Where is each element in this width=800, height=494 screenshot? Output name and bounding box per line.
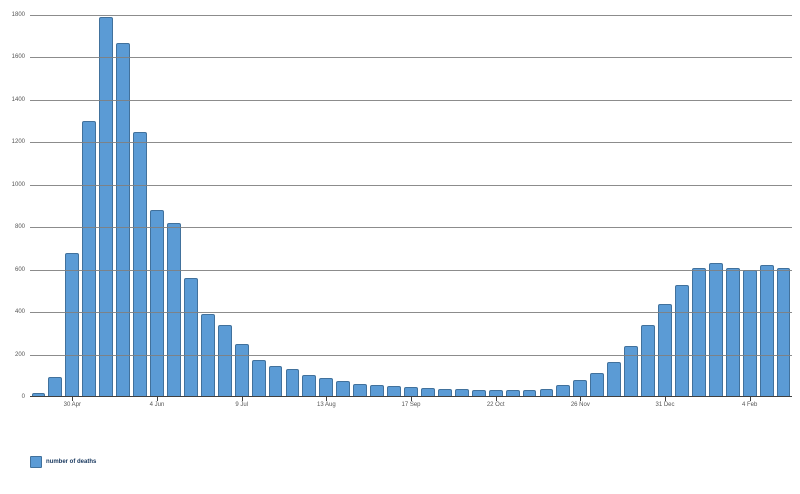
x-axis-labels: 30 Apr 4 Jun 9 Jul 13 Aug 17 Sep 22 Oct 26 Nov…: [30, 400, 792, 416]
bar: [404, 387, 418, 397]
bar: [116, 42, 131, 397]
y-tick-label: 200: [14, 351, 25, 358]
bar: [759, 265, 774, 397]
bar: [387, 386, 402, 397]
x-tick-label: 17 Sep: [401, 402, 421, 408]
plot-area: [30, 15, 792, 401]
bar: [48, 376, 63, 397]
bar: [133, 131, 148, 397]
bar: [691, 267, 706, 397]
bar: [454, 388, 469, 397]
bar: [607, 361, 622, 397]
bar: [742, 269, 757, 397]
y-axis-labels: 0 200 400 600 800 1000 1200 1400 1600 1800: [2, 12, 27, 400]
bar: [437, 388, 452, 397]
bar: [353, 383, 368, 397]
bar: [590, 372, 605, 397]
bar: [302, 374, 317, 397]
bar: [183, 278, 198, 397]
bar: [624, 346, 639, 397]
bar: [319, 377, 334, 397]
bar: [285, 369, 300, 397]
y-tick-label: 1800: [11, 12, 25, 18]
bar: [725, 267, 740, 397]
x-tick-label: 13 Aug: [316, 402, 336, 408]
x-tick-label: 22 Oct: [486, 402, 505, 408]
bar: [708, 263, 723, 397]
bar: [522, 389, 537, 397]
y-tick-label: 1400: [11, 96, 25, 103]
y-tick-label: 1200: [11, 139, 25, 146]
bar: [336, 381, 351, 397]
bar: [658, 303, 672, 397]
bar: [674, 284, 689, 397]
bar: [82, 121, 97, 397]
x-tick-label: 4 Feb: [741, 402, 758, 408]
bar: [471, 389, 486, 397]
y-tick-label: 600: [14, 266, 25, 273]
bars-layer: [30, 15, 792, 397]
bar: [65, 252, 80, 397]
bar: [150, 210, 164, 397]
legend: number of deaths: [30, 456, 96, 468]
bar: [99, 17, 114, 397]
legend-swatch: [30, 456, 42, 468]
y-tick-label: 1000: [11, 181, 25, 188]
x-tick-label: 31 Dec: [655, 402, 675, 408]
x-tick-label: 9 Jul: [235, 402, 248, 408]
bar: [573, 380, 588, 397]
y-tick-label: 1600: [11, 54, 25, 61]
bar: [539, 388, 554, 397]
bar: [505, 390, 520, 397]
bar: [251, 359, 266, 397]
bar: [234, 343, 249, 397]
bar: [488, 390, 503, 397]
bar: [776, 267, 791, 397]
bar: [641, 324, 656, 397]
bar: [166, 222, 181, 397]
bar: [217, 324, 232, 397]
bar: [370, 385, 385, 397]
bar: [268, 366, 283, 397]
legend-label: number of deaths: [46, 459, 97, 465]
x-tick-label: 4 Jun: [149, 402, 165, 408]
x-tick-label: 26 Nov: [570, 402, 590, 408]
bar: [420, 388, 435, 397]
y-tick-label: 0: [21, 394, 25, 400]
bar: [31, 392, 46, 397]
bar: [556, 385, 571, 397]
y-tick-label: 400: [14, 309, 25, 316]
bar: [200, 314, 215, 397]
x-tick-label: 30 Apr: [63, 402, 82, 408]
y-tick-label: 800: [14, 224, 25, 231]
